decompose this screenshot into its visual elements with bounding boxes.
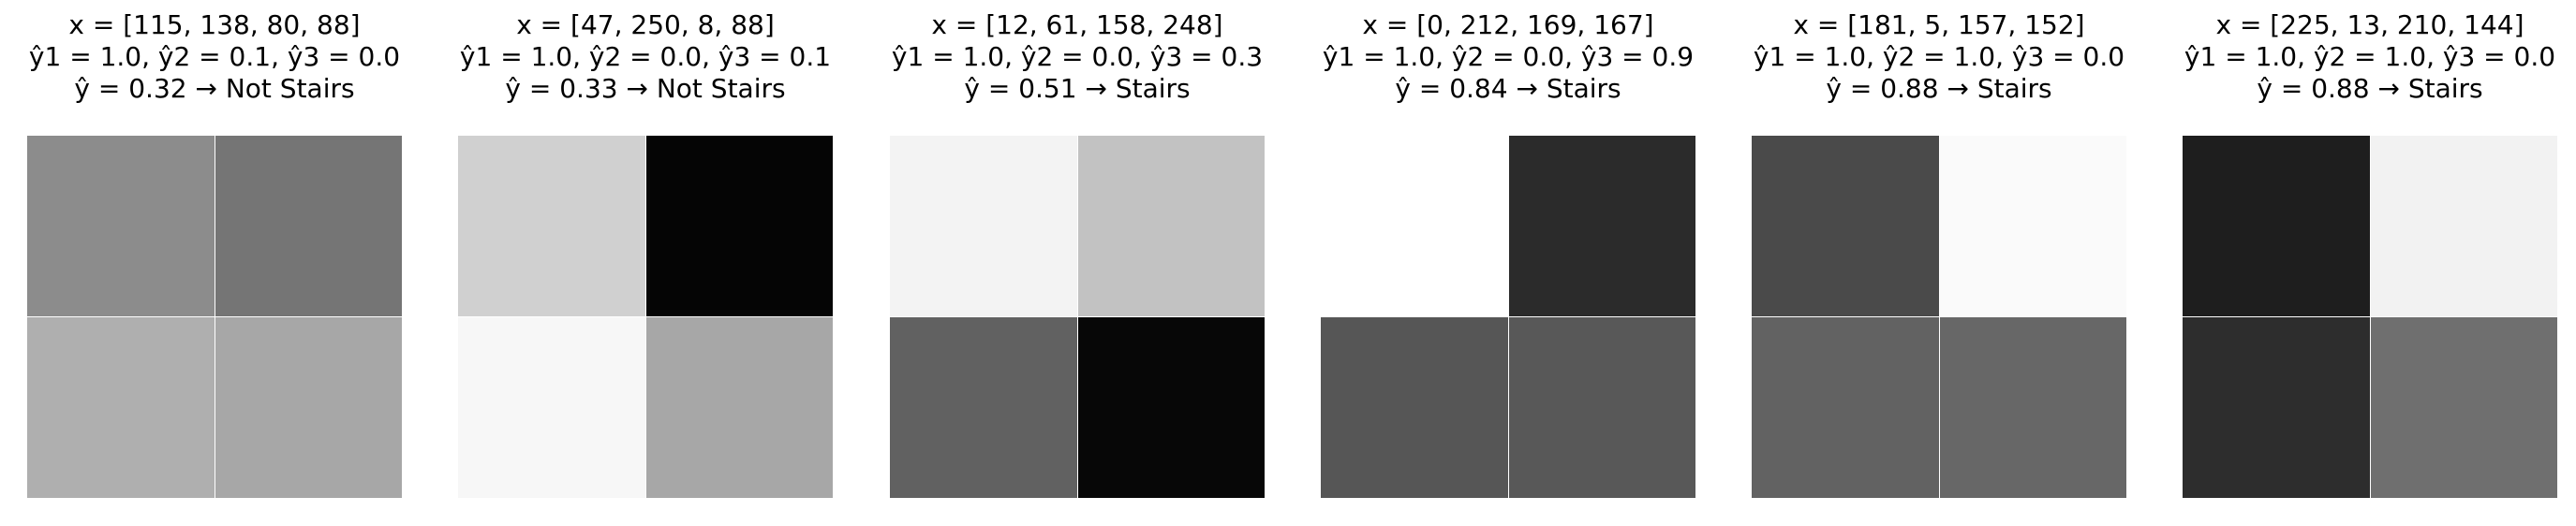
pixel-top-right: [1508, 136, 1695, 316]
panel-6: x = [225, 13, 210, 144] ŷ1 = 1.0, ŷ2 = 1…: [2183, 0, 2557, 526]
pixel-bottom-right: [2370, 317, 2557, 498]
panel-caption: x = [181, 5, 157, 152] ŷ1 = 1.0, ŷ2 = 1.…: [1714, 9, 2164, 105]
pixel-top-right: [645, 136, 833, 316]
prediction-label: ŷ = 0.51 → Stairs: [964, 73, 1191, 104]
layer-outputs-label: ŷ1 = 1.0, ŷ2 = 0.0, ŷ3 = 0.1: [459, 41, 832, 72]
pixel-top-left: [1752, 136, 1939, 316]
input-vector-label: x = [12, 61, 158, 248]: [931, 9, 1223, 40]
panel-3: x = [12, 61, 158, 248] ŷ1 = 1.0, ŷ2 = 0.…: [890, 0, 1265, 526]
layer-outputs-label: ŷ1 = 1.0, ŷ2 = 0.0, ŷ3 = 0.9: [1322, 41, 1695, 72]
pixel-top-left: [1321, 136, 1508, 316]
layer-outputs-label: ŷ1 = 1.0, ŷ2 = 0.0, ŷ3 = 0.3: [891, 41, 1264, 72]
pixel-bottom-left: [1321, 317, 1508, 498]
pixel-bottom-left: [27, 317, 215, 498]
panel-5: x = [181, 5, 157, 152] ŷ1 = 1.0, ŷ2 = 1.…: [1752, 0, 2126, 526]
pixel-grid: [27, 136, 402, 498]
pixel-bottom-right: [1939, 317, 2126, 498]
pixel-top-left: [27, 136, 215, 316]
pixel-top-right: [1077, 136, 1265, 316]
pixel-grid: [1752, 136, 2126, 498]
layer-outputs-label: ŷ1 = 1.0, ŷ2 = 1.0, ŷ3 = 0.0: [2184, 41, 2556, 72]
pixel-bottom-right: [1508, 317, 1695, 498]
pixel-top-right: [2370, 136, 2557, 316]
pixel-bottom-right: [645, 317, 833, 498]
panel-2: x = [47, 250, 8, 88] ŷ1 = 1.0, ŷ2 = 0.0,…: [458, 0, 833, 526]
prediction-label: ŷ = 0.33 → Not Stairs: [505, 73, 786, 104]
pixel-top-right: [215, 136, 402, 316]
pixel-grid: [1321, 136, 1695, 498]
pixel-bottom-right: [1077, 317, 1265, 498]
prediction-label: ŷ = 0.84 → Stairs: [1395, 73, 1621, 104]
panel-caption: x = [115, 138, 80, 88] ŷ1 = 1.0, ŷ2 = 0.…: [0, 9, 439, 105]
pixel-bottom-right: [215, 317, 402, 498]
pixel-bottom-left: [458, 317, 645, 498]
pixel-grid: [890, 136, 1265, 498]
pixel-bottom-left: [890, 317, 1077, 498]
input-vector-label: x = [181, 5, 157, 152]: [1793, 9, 2085, 40]
panel-4: x = [0, 212, 169, 167] ŷ1 = 1.0, ŷ2 = 0.…: [1321, 0, 1695, 526]
pixel-bottom-left: [1752, 317, 1939, 498]
panel-caption: x = [225, 13, 210, 144] ŷ1 = 1.0, ŷ2 = 1…: [2145, 9, 2576, 105]
panel-caption: x = [12, 61, 158, 248] ŷ1 = 1.0, ŷ2 = 0.…: [852, 9, 1302, 105]
panel-caption: x = [0, 212, 169, 167] ŷ1 = 1.0, ŷ2 = 0.…: [1283, 9, 1733, 105]
input-vector-label: x = [47, 250, 8, 88]: [516, 9, 775, 40]
layer-outputs-label: ŷ1 = 1.0, ŷ2 = 0.1, ŷ3 = 0.0: [28, 41, 401, 72]
pixel-top-left: [2183, 136, 2370, 316]
panel-caption: x = [47, 250, 8, 88] ŷ1 = 1.0, ŷ2 = 0.0,…: [421, 9, 870, 105]
pixel-grid: [2183, 136, 2557, 498]
input-vector-label: x = [225, 13, 210, 144]: [2215, 9, 2524, 40]
pixel-top-left: [458, 136, 645, 316]
pixel-top-right: [1939, 136, 2126, 316]
pixel-bottom-left: [2183, 317, 2370, 498]
layer-outputs-label: ŷ1 = 1.0, ŷ2 = 1.0, ŷ3 = 0.0: [1753, 41, 2125, 72]
panel-1: x = [115, 138, 80, 88] ŷ1 = 1.0, ŷ2 = 0.…: [27, 0, 402, 526]
input-vector-label: x = [115, 138, 80, 88]: [68, 9, 361, 40]
pixel-grid: [458, 136, 833, 498]
input-vector-label: x = [0, 212, 169, 167]: [1362, 9, 1654, 40]
pixel-top-left: [890, 136, 1077, 316]
prediction-label: ŷ = 0.88 → Stairs: [2257, 73, 2483, 104]
prediction-label: ŷ = 0.88 → Stairs: [1826, 73, 2052, 104]
prediction-label: ŷ = 0.32 → Not Stairs: [74, 73, 355, 104]
